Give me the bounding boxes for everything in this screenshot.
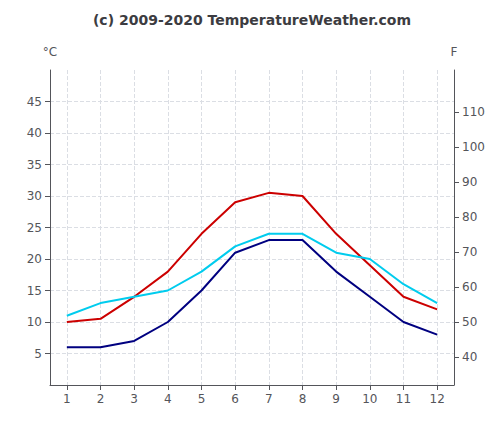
svg-text:110: 110: [462, 105, 485, 119]
svg-text:40: 40: [27, 126, 42, 140]
svg-text:12: 12: [430, 392, 445, 406]
svg-text:1: 1: [63, 392, 71, 406]
svg-text:7: 7: [265, 392, 273, 406]
svg-text:(c) 2009-2020 TemperatureWeath: (c) 2009-2020 TemperatureWeather.com: [93, 12, 411, 28]
svg-text:30: 30: [27, 189, 42, 203]
svg-text:5: 5: [198, 392, 206, 406]
svg-text:20: 20: [27, 252, 42, 266]
svg-text:60: 60: [462, 280, 477, 294]
svg-text:3: 3: [130, 392, 138, 406]
svg-text:25: 25: [27, 221, 42, 235]
svg-text:10: 10: [362, 392, 377, 406]
svg-text:10: 10: [27, 315, 42, 329]
svg-text:F: F: [451, 45, 458, 59]
svg-text:15: 15: [27, 284, 42, 298]
svg-text:9: 9: [332, 392, 340, 406]
svg-text:35: 35: [27, 158, 42, 172]
svg-text:50: 50: [462, 315, 477, 329]
svg-text:8: 8: [299, 392, 307, 406]
svg-text:45: 45: [27, 95, 42, 109]
svg-text:100: 100: [462, 140, 485, 154]
svg-text:5: 5: [34, 347, 42, 361]
svg-text:70: 70: [462, 245, 477, 259]
svg-text:40: 40: [462, 350, 477, 364]
svg-text:6: 6: [231, 392, 239, 406]
svg-text:°C: °C: [43, 45, 57, 59]
svg-text:4: 4: [164, 392, 172, 406]
svg-text:11: 11: [396, 392, 411, 406]
svg-text:80: 80: [462, 210, 477, 224]
svg-text:2: 2: [97, 392, 105, 406]
svg-text:90: 90: [462, 175, 477, 189]
